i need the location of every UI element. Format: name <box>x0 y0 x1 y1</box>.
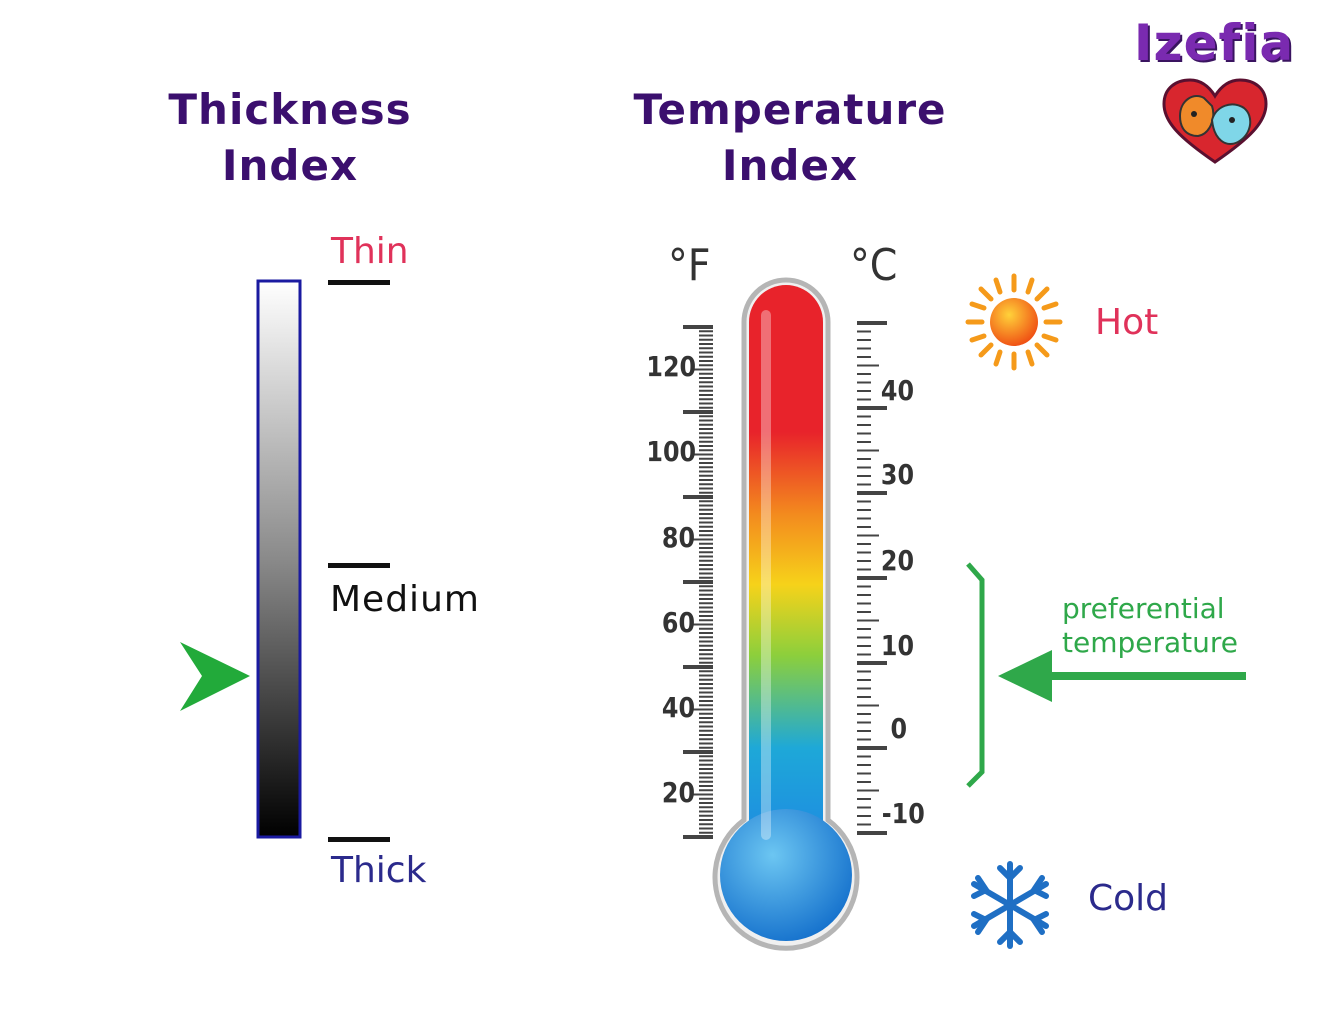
celsius-tick-label: 40 <box>880 374 915 407</box>
fahrenheit-unit-label: °F <box>668 240 711 291</box>
temperature-heading-line2: Index <box>721 141 859 190</box>
medium-label: Medium <box>330 579 480 620</box>
thin-label: Thin <box>331 231 409 272</box>
snowflake-icon <box>971 861 1049 949</box>
fahrenheit-tick-label: 80 <box>661 521 696 554</box>
celsius-tick-label: 30 <box>880 458 915 491</box>
thermometer <box>683 277 887 951</box>
thin-marker <box>328 280 390 285</box>
thermometer-bulb <box>720 809 852 941</box>
medium-marker <box>328 563 390 568</box>
fahrenheit-tick-marks <box>683 325 713 839</box>
pets-heart-logo-icon <box>1162 78 1268 164</box>
celsius-tick-label: 0 <box>890 712 908 745</box>
thickness-heading-line2: Index <box>221 141 359 190</box>
thermometer-mercury-column <box>749 285 823 830</box>
preferential-label-line2: temperature <box>1062 626 1238 659</box>
fahrenheit-tick-label: 20 <box>661 776 696 809</box>
thickness-scale <box>180 279 390 842</box>
preferential-label-line1: preferential <box>1062 592 1225 625</box>
brand-logo-text: Izefia <box>1133 14 1295 72</box>
preferential-arrow-shaft <box>1050 672 1246 680</box>
thickness-gradient-bar <box>256 279 302 839</box>
preferential-bracket <box>966 562 985 788</box>
fahrenheit-tick-label: 40 <box>661 691 696 724</box>
sun-icon <box>965 273 1063 371</box>
fahrenheit-tick-label: 120 <box>646 350 697 383</box>
celsius-tick-label: 10 <box>880 629 915 662</box>
thickness-indicator-arrow <box>180 642 250 711</box>
thick-label: Thick <box>331 850 427 891</box>
fahrenheit-tick-label: 100 <box>646 435 697 468</box>
celsius-tick-label: 20 <box>880 544 915 577</box>
hot-label: Hot <box>1095 302 1159 343</box>
preferential-temperature-label: preferential temperature <box>1062 592 1238 660</box>
preferential-range-marker <box>966 562 1246 788</box>
celsius-tick-marks <box>857 321 887 835</box>
fahrenheit-tick-label: 60 <box>661 606 696 639</box>
thick-marker <box>328 837 390 842</box>
celsius-tick-label: -10 <box>881 797 925 830</box>
thickness-heading-line1: Thickness <box>168 85 412 134</box>
temperature-heading-line1: Temperature <box>633 85 947 134</box>
preferential-arrow-head <box>998 650 1052 702</box>
celsius-unit-label: °C <box>850 240 898 291</box>
cold-label: Cold <box>1088 878 1169 919</box>
